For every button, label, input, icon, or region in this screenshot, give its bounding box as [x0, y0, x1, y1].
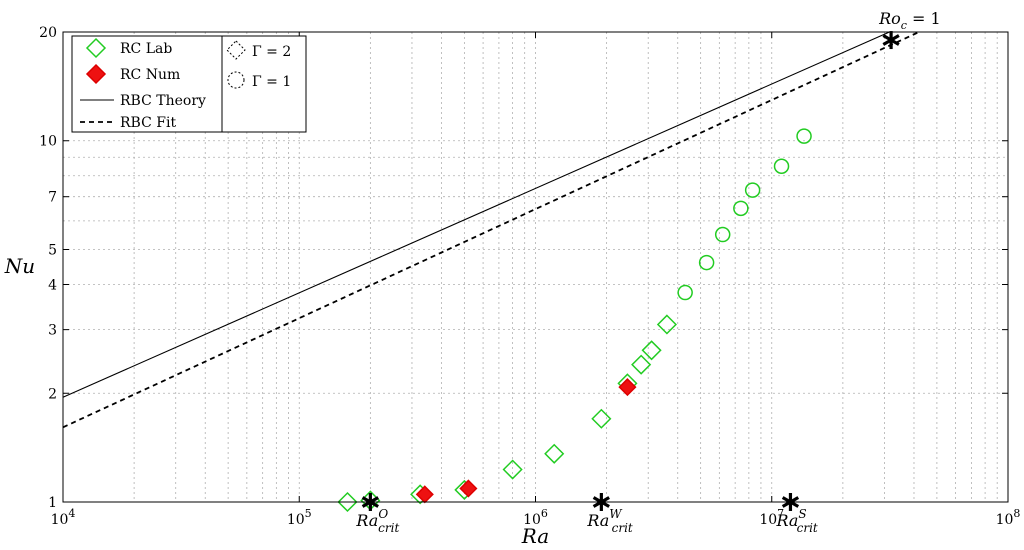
lab-diamond-point — [591, 408, 612, 429]
rossby-label: Roc = 1 — [878, 9, 941, 32]
lab-circle-point — [744, 182, 761, 198]
num-diamond-point — [618, 378, 637, 397]
y-tick-label: 5 — [48, 242, 57, 258]
y-axis-title: Nu — [4, 254, 35, 278]
legend-shape-label: Γ = 1 — [252, 74, 291, 90]
critical-point-asterisk — [882, 31, 900, 50]
lab-circle-point — [698, 254, 715, 271]
legend-swatch — [85, 37, 107, 59]
annotations: Roc = 1 RaO crit RaW crit RaS crit — [355, 9, 940, 535]
x-tick-label: 105 — [287, 507, 312, 528]
critical-rayleigh-label: RaO crit — [355, 507, 399, 535]
legend-box — [71, 35, 307, 133]
legend-label: RC Num — [120, 67, 180, 83]
y-tick-label: 20 — [39, 25, 57, 41]
y-tick-label: 3 — [48, 323, 57, 339]
axis-ticks: 104 105 106 107 108 1 2 3 4 5 7 10 20 — [39, 25, 1020, 528]
legend-label: RBC Fit — [120, 115, 176, 131]
x-tick-label: 106 — [523, 507, 548, 528]
y-tick-label: 7 — [48, 190, 57, 206]
lab-diamond-point — [656, 314, 677, 335]
legend-label: RC Lab — [120, 41, 172, 57]
legend-swatch — [85, 63, 107, 85]
x-tick-label: 107 — [759, 507, 784, 528]
lab-diamond-point — [631, 354, 652, 375]
rbc-fit-line — [62, 31, 920, 429]
legend-shape-label: Γ = 2 — [252, 44, 291, 60]
x-tick-label: 108 — [996, 507, 1021, 528]
lab-circle-point — [677, 284, 693, 301]
lab-diamond-point — [337, 491, 358, 513]
x-tick-label: 104 — [51, 507, 76, 528]
y-tick-label: 2 — [48, 386, 57, 402]
x-axis-title: Ra — [521, 524, 549, 548]
grid-lines — [63, 32, 1008, 502]
critical-rayleigh-label: RaW crit — [586, 507, 633, 535]
critical-rayleigh-label: RaS crit — [775, 507, 817, 535]
legend-label: RBC Theory — [120, 93, 206, 109]
y-tick-label: 10 — [39, 134, 57, 150]
lab-diamond-point — [641, 340, 662, 361]
series-lines — [62, 31, 920, 429]
lab-diamond-point — [502, 459, 523, 480]
lab-circle-point — [773, 158, 790, 174]
y-tick-label: 4 — [48, 278, 57, 294]
lab-circle-point — [733, 200, 749, 217]
lab-circle-point — [714, 226, 731, 243]
y-tick-label: 1 — [48, 495, 57, 511]
legend: RC Lab RC Num RBC Theory RBC Fit Γ = 2 Γ = 1 — [71, 35, 307, 133]
lab-diamond-point — [544, 443, 565, 464]
num-diamond-point — [459, 479, 478, 498]
legend-shape-swatch — [227, 71, 245, 89]
lab-circle-point — [796, 128, 812, 144]
rbc-theory-line — [62, 31, 890, 398]
legend-shape-swatch — [226, 40, 246, 60]
